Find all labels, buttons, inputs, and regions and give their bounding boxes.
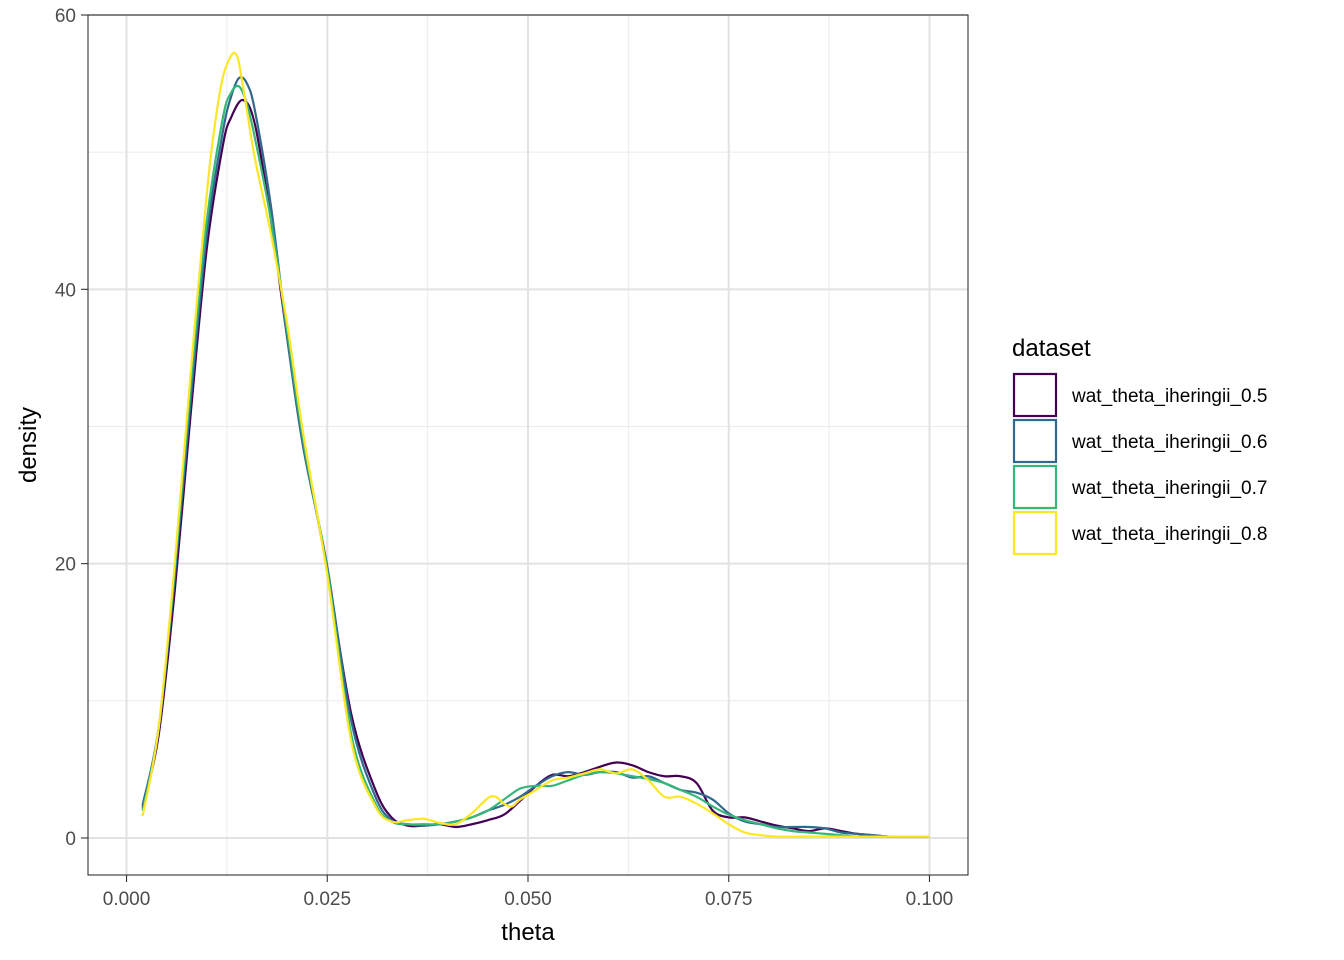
legend-key-4 bbox=[1012, 510, 1058, 556]
y-tick-label: 0 bbox=[65, 829, 76, 850]
x-axis: 0.000 0.025 0.050 0.075 0.100 bbox=[103, 875, 953, 910]
series-line-4 bbox=[141, 51, 930, 838]
series-line-3 bbox=[141, 84, 930, 838]
series-lines bbox=[141, 51, 930, 838]
legend-title: dataset bbox=[1012, 335, 1091, 362]
legend-label-2: wat_theta_iheringii_0.6 bbox=[1071, 432, 1267, 453]
x-tick-label: 0.025 bbox=[303, 889, 351, 910]
y-tick-label: 20 bbox=[55, 555, 76, 576]
y-axis-title: density bbox=[15, 407, 42, 483]
series-line-2 bbox=[141, 76, 930, 838]
x-tick-label: 0.075 bbox=[705, 889, 753, 910]
x-tick-label: 0.050 bbox=[504, 889, 552, 910]
legend-key-1 bbox=[1012, 372, 1058, 418]
y-tick-label: 60 bbox=[55, 6, 76, 27]
legend-key-2 bbox=[1012, 418, 1058, 464]
x-tick-label: 0.100 bbox=[906, 889, 954, 910]
y-tick-label: 40 bbox=[55, 280, 76, 301]
legend-key-3 bbox=[1012, 464, 1058, 510]
y-axis: 0 20 40 60 bbox=[55, 6, 88, 850]
x-tick-label: 0.000 bbox=[103, 889, 151, 910]
legend-label-4: wat_theta_iheringii_0.8 bbox=[1071, 524, 1267, 545]
x-axis-title: theta bbox=[501, 919, 555, 946]
legend-label-1: wat_theta_iheringii_0.5 bbox=[1071, 386, 1267, 407]
legend-label-3: wat_theta_iheringii_0.7 bbox=[1071, 478, 1267, 499]
legend: dataset wat_theta_iheringii_0.5 wat_theta… bbox=[1012, 335, 1267, 556]
